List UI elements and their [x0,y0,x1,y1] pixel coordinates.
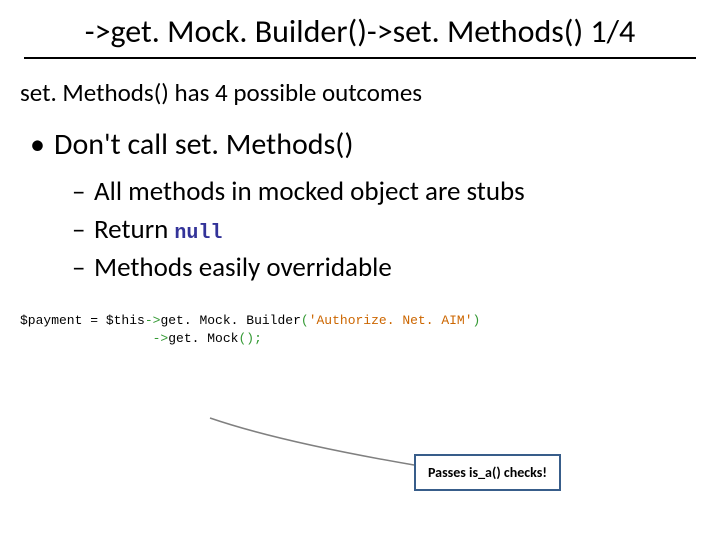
code-arrow2: -> [153,331,169,346]
sub-list: – All methods in mocked object are stubs… [30,173,690,286]
title-underline [24,57,696,59]
bullet-container: • Don't call set. Methods() – All method… [0,122,720,286]
code-arrow1: -> [145,313,161,328]
sub-text-0: All methods in mocked object are stubs [94,175,525,209]
sub-item-0: – All methods in mocked object are stubs [72,173,690,211]
sub-dash-1: – [72,213,94,247]
code-method1: get. Mock. Builder [160,313,300,328]
intro-text: set. Methods() has 4 possible outcomes [0,77,720,122]
sub-text-1: Return null [94,213,222,247]
sub-dash-2: – [72,251,94,285]
callout-box: Passes is_a() checks! [414,454,561,491]
bullet-marker: • [30,126,54,163]
code-po1: ( [301,313,309,328]
code-block: $payment = $this->get. Mock. Builder('Au… [0,286,720,347]
sub-item-1: – Return null [72,211,690,249]
code-indent [20,331,153,346]
bullet-primary: • Don't call set. Methods() [30,122,690,173]
callout-text: Passes is_a() checks! [428,464,547,481]
code-pc1: ) [473,313,481,328]
code-semi: ; [254,331,262,346]
slide-title: ->get. Mock. Builder()->set. Methods() 1… [0,0,720,57]
sub-prefix-1: Return [94,213,174,246]
sub-text-2: Methods easily overridable [94,251,392,285]
sub-code-1: null [174,222,222,245]
code-string: 'Authorize. Net. AIM' [309,313,473,328]
sub-dash-0: – [72,175,94,209]
code-this: $this [106,313,145,328]
code-eq: = [82,313,105,328]
bullet-text: Don't call set. Methods() [54,126,354,163]
code-method2: get. Mock [168,331,238,346]
code-var: $payment [20,313,82,328]
code-paren2: () [238,331,254,346]
sub-item-2: – Methods easily overridable [72,249,690,287]
